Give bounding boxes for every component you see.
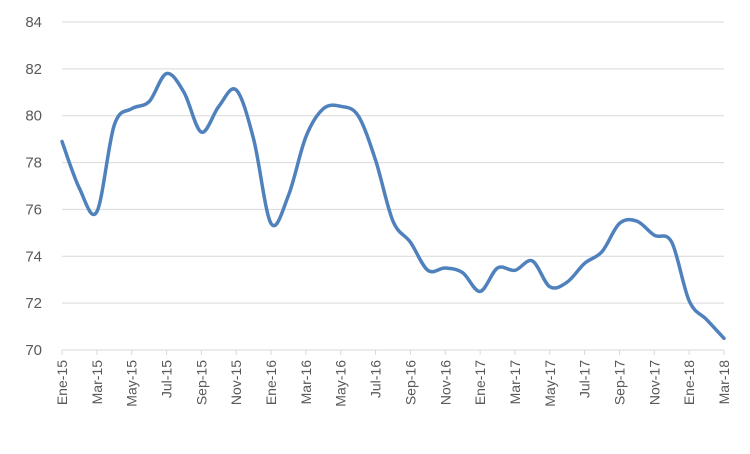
x-tick-label: May-17 xyxy=(542,360,558,407)
y-tick-label: 80 xyxy=(25,108,42,125)
y-tick-label: 70 xyxy=(25,342,42,359)
y-tick-label: 84 xyxy=(25,14,42,31)
x-tick-label: Jul-16 xyxy=(368,360,384,398)
x-tick-label: Mar-18 xyxy=(716,360,732,405)
x-tick-label: May-15 xyxy=(124,360,140,407)
x-tick-label: Sep-16 xyxy=(402,360,418,405)
x-tick-label: Ene-16 xyxy=(263,360,279,405)
y-tick-label: 76 xyxy=(25,201,42,218)
x-tick-label: Mar-16 xyxy=(298,360,314,405)
x-tick-label: Jul-17 xyxy=(577,360,593,398)
x-tick-label: Nov-15 xyxy=(228,360,244,405)
x-tick-label: Nov-17 xyxy=(646,360,662,405)
x-axis-tick-labels: Ene-15 Mar-15 May-15 Jul-15 Sep-15 Nov-15 Ene-… xyxy=(54,360,732,407)
x-axis xyxy=(61,349,725,355)
y-axis-tick-labels: 70 72 74 76 78 80 82 84 xyxy=(25,14,42,359)
x-tick-label: Sep-15 xyxy=(193,360,209,405)
y-tick-label: 78 xyxy=(25,155,42,172)
x-tick-label: Ene-17 xyxy=(472,360,488,405)
x-tick-label: Sep-17 xyxy=(611,360,627,405)
x-tick-label: May-16 xyxy=(333,360,349,407)
x-tick-label: Jul-15 xyxy=(159,360,175,398)
x-tick-label: Mar-15 xyxy=(89,360,105,405)
y-tick-label: 72 xyxy=(25,295,42,312)
x-tick-label: Nov-16 xyxy=(437,360,453,405)
series-line xyxy=(60,71,726,341)
y-tick-label: 74 xyxy=(25,248,42,265)
gridlines xyxy=(62,21,724,304)
x-tick-label: Ene-15 xyxy=(54,360,70,405)
series-layer xyxy=(60,71,726,341)
x-tick-label: Ene-18 xyxy=(681,360,697,405)
x-tick-label: Mar-17 xyxy=(507,360,523,405)
y-tick-label: 82 xyxy=(25,61,42,78)
